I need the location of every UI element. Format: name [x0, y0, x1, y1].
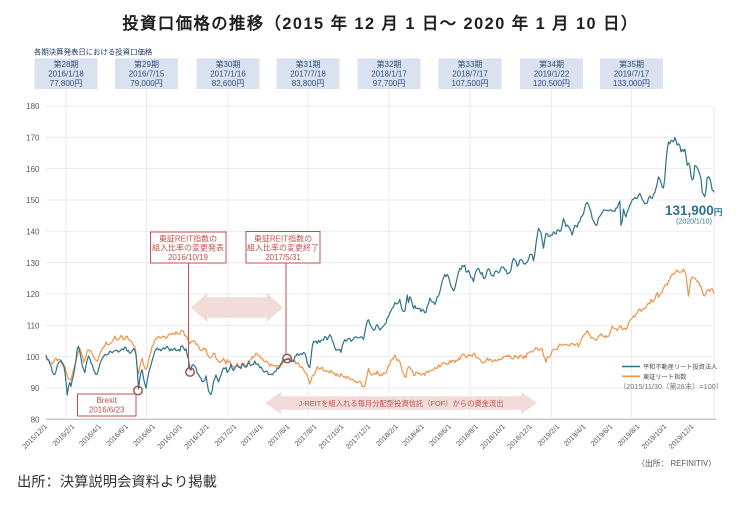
svg-text:東証REIT指数の: 東証REIT指数の	[254, 234, 312, 244]
svg-text:2019/7/17: 2019/7/17	[614, 70, 650, 79]
svg-text:140: 140	[26, 228, 40, 237]
svg-text:（出所： REFINITIV）: （出所： REFINITIV）	[637, 458, 716, 468]
svg-text:107,500円: 107,500円	[452, 79, 489, 88]
svg-text:2016/6/23: 2016/6/23	[89, 406, 125, 415]
svg-text:97,700円: 97,700円	[373, 79, 405, 88]
svg-text:Brexit: Brexit	[96, 396, 117, 405]
svg-text:平和不動産リート投資法人: 平和不動産リート投資法人	[643, 363, 717, 371]
svg-text:2018/7/17: 2018/7/17	[452, 70, 488, 79]
svg-text:第33期: 第33期	[458, 59, 483, 69]
svg-text:2017/1/16: 2017/1/16	[210, 70, 246, 79]
svg-text:東証REIT指数の: 東証REIT指数の	[159, 234, 217, 244]
svg-text:130: 130	[26, 259, 40, 268]
svg-text:170: 170	[26, 134, 40, 143]
svg-text:出所：決算説明会資料より掲載: 出所：決算説明会資料より掲載	[17, 473, 217, 490]
svg-text:82,600円: 82,600円	[212, 79, 244, 88]
svg-text:第30期: 第30期	[216, 59, 241, 69]
svg-text:120,500円: 120,500円	[533, 79, 570, 88]
svg-text:各期決算発表日における投資口価格: 各期決算発表日における投資口価格	[34, 48, 153, 57]
svg-text:90: 90	[31, 384, 40, 393]
svg-text:80: 80	[31, 416, 40, 425]
svg-text:J-REITを組入れる毎月分配型投資信託（FOF）からの資金: J-REITを組入れる毎月分配型投資信託（FOF）からの資金流出	[298, 399, 503, 408]
svg-text:150: 150	[26, 196, 40, 205]
svg-text:第32期: 第32期	[377, 59, 402, 69]
svg-text:（2015/11/30（第28末）=100）: （2015/11/30（第28末）=100）	[619, 382, 723, 391]
svg-text:2017/7/18: 2017/7/18	[290, 70, 326, 79]
svg-text:2016/10/19: 2016/10/19	[168, 253, 209, 262]
svg-text:2017/5/31: 2017/5/31	[265, 253, 301, 262]
svg-text:(2020/1/10): (2020/1/10)	[676, 219, 712, 226]
svg-text:2016/7/15: 2016/7/15	[129, 70, 165, 79]
svg-text:第29期: 第29期	[134, 59, 159, 69]
svg-text:投資口価格の推移（2015 年 12 月 1 日～ 2020: 投資口価格の推移（2015 年 12 月 1 日～ 2020 年 1 月 10 …	[122, 14, 638, 33]
svg-text:組入比率の変更発表: 組入比率の変更発表	[152, 243, 224, 253]
svg-text:第28期: 第28期	[54, 59, 79, 69]
svg-text:133,000円: 133,000円	[613, 79, 650, 88]
svg-text:組入比率の変更終了: 組入比率の変更終了	[247, 243, 319, 253]
svg-text:第31期: 第31期	[296, 59, 321, 69]
svg-text:77,800円: 77,800円	[50, 79, 82, 88]
svg-text:79,000円: 79,000円	[130, 79, 162, 88]
svg-text:2018/1/17: 2018/1/17	[371, 70, 407, 79]
svg-text:2016/1/18: 2016/1/18	[48, 70, 84, 79]
svg-text:第34期: 第34期	[539, 59, 564, 69]
svg-text:100: 100	[26, 353, 40, 362]
svg-text:第35期: 第35期	[619, 59, 644, 69]
svg-text:160: 160	[26, 165, 40, 174]
svg-text:120: 120	[26, 290, 40, 299]
svg-text:131,900円: 131,900円	[665, 203, 722, 218]
svg-text:2019/1/22: 2019/1/22	[534, 70, 570, 79]
svg-text:180: 180	[26, 102, 40, 111]
svg-text:110: 110	[27, 322, 40, 331]
svg-text:83,800円: 83,800円	[292, 79, 324, 88]
svg-text:東証リート指数: 東証リート指数	[643, 373, 687, 381]
